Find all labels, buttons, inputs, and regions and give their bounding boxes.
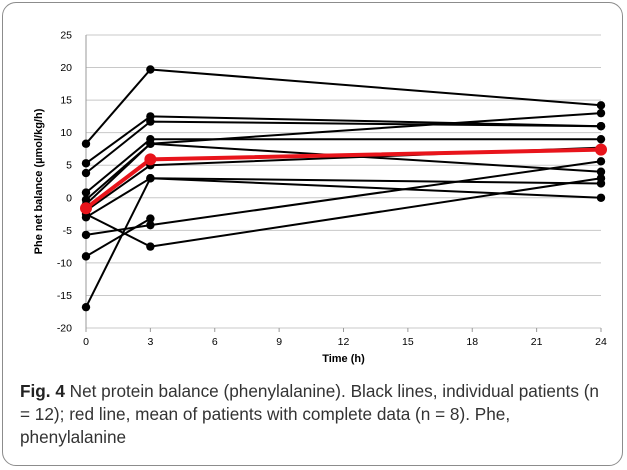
x-axis-label: Time (h) bbox=[322, 353, 365, 365]
x-tick-label: 9 bbox=[276, 336, 282, 348]
individual-series-point bbox=[596, 101, 606, 110]
y-tick-label: 15 bbox=[60, 95, 72, 107]
individual-series-point bbox=[81, 168, 91, 178]
mean-series-point bbox=[144, 153, 157, 166]
series-lines bbox=[84, 68, 602, 308]
individual-series-point bbox=[146, 220, 155, 230]
individual-series-point bbox=[146, 139, 155, 148]
individual-series-point bbox=[596, 193, 606, 202]
mean-series-point bbox=[595, 143, 607, 156]
y-tick-label: 20 bbox=[60, 62, 72, 74]
y-axis-label: Phe net balance (µmol/kg/h) bbox=[33, 108, 45, 254]
figure-frame bbox=[2, 2, 623, 466]
individual-series-line bbox=[85, 177, 602, 248]
y-tick-label: 10 bbox=[60, 127, 72, 139]
individual-series-point bbox=[596, 134, 606, 144]
x-tick-label: 24 bbox=[595, 336, 607, 348]
y-tick-label: -20 bbox=[57, 323, 72, 335]
individual-series-point bbox=[81, 230, 91, 240]
y-tick-label: 0 bbox=[66, 192, 72, 204]
axes bbox=[85, 35, 602, 332]
x-tick-label: 0 bbox=[83, 336, 89, 348]
individual-series-point bbox=[81, 213, 91, 222]
x-tick-label: 15 bbox=[402, 336, 414, 348]
individual-series-point bbox=[146, 174, 155, 183]
individual-series-point bbox=[596, 157, 606, 166]
individual-series-point bbox=[81, 252, 91, 261]
individual-series-line bbox=[85, 217, 151, 258]
y-tick-label: -15 bbox=[57, 290, 72, 302]
x-tick-labels: 0 3 6 9 12 15 18 21 24 bbox=[83, 336, 607, 348]
individual-series-point bbox=[596, 121, 606, 131]
x-tick-label: 21 bbox=[531, 336, 543, 348]
figure-caption: Fig. 4 Net protein balance (phenylalanin… bbox=[20, 380, 605, 449]
series-points bbox=[80, 65, 607, 312]
individual-series-point bbox=[596, 108, 606, 118]
caption-label: Fig. 4 bbox=[20, 381, 65, 401]
individual-series-point bbox=[596, 179, 606, 188]
y-tick-label: 25 bbox=[60, 30, 72, 42]
y-tick-label: 5 bbox=[66, 160, 72, 172]
caption-text: Net protein balance (phenylalanine). Bla… bbox=[20, 381, 599, 447]
y-tick-label: -10 bbox=[57, 257, 72, 269]
y-tick-labels: -20 -15 -10 -5 0 5 10 15 20 25 bbox=[57, 30, 72, 335]
y-tick-label: -5 bbox=[63, 225, 72, 237]
individual-series-point bbox=[81, 188, 91, 197]
chart: -20 -15 -10 -5 0 5 10 15 20 25 0 3 6 9 12 15 18 21 24 Tim… bbox=[33, 30, 607, 365]
individual-series-point bbox=[81, 139, 91, 148]
x-tick-label: 6 bbox=[212, 336, 218, 348]
individual-series-point bbox=[81, 159, 91, 168]
x-tick-label: 18 bbox=[466, 336, 478, 348]
mean-series-point bbox=[80, 202, 92, 215]
individual-series-point bbox=[146, 117, 155, 126]
individual-series-point bbox=[146, 242, 155, 251]
individual-series-point bbox=[596, 167, 606, 176]
x-tick-label: 12 bbox=[338, 336, 350, 348]
x-tick-label: 3 bbox=[147, 336, 153, 348]
individual-series-point bbox=[146, 65, 155, 74]
individual-series-point bbox=[81, 302, 91, 312]
gridlines bbox=[86, 34, 601, 329]
individual-series-point bbox=[146, 214, 155, 223]
